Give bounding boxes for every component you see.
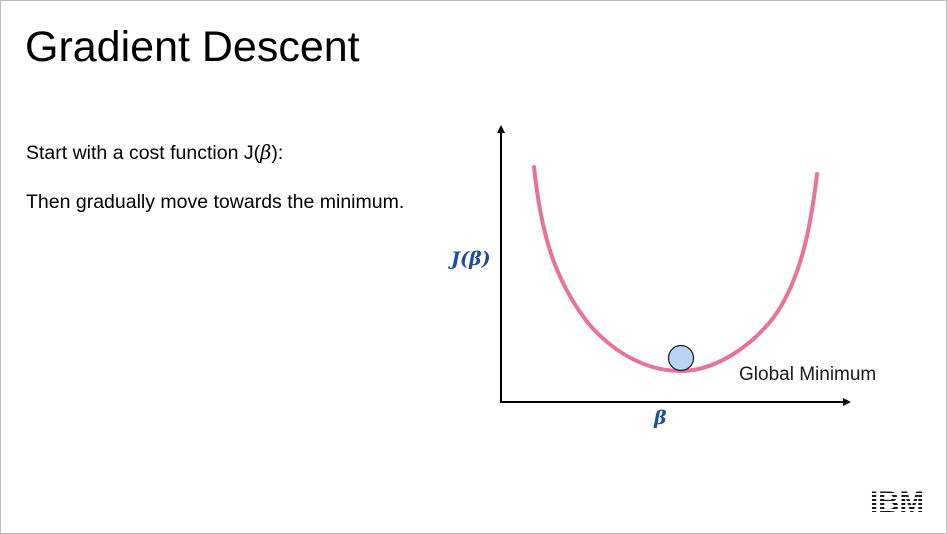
intro-beta-symbol: β <box>260 141 272 164</box>
instruction-line: Then gradually move towards the minimum. <box>26 191 405 213</box>
descent-ball <box>667 344 695 372</box>
intro-line-suffix: ): <box>271 142 284 164</box>
intro-line-prefix: Start with a cost function J( <box>26 142 261 164</box>
slide-title: Gradient Descent <box>25 23 360 71</box>
y-axis-label: J(β) <box>448 248 491 270</box>
cost-curve <box>532 165 819 374</box>
ibm-logo-text: IBM <box>870 487 924 513</box>
ibm-logo: IBM <box>870 487 924 513</box>
global-minimum-label: Global Minimum <box>739 364 876 385</box>
x-axis-label: β <box>653 407 667 429</box>
intro-line: Start with a cost function J(β): <box>26 141 283 165</box>
